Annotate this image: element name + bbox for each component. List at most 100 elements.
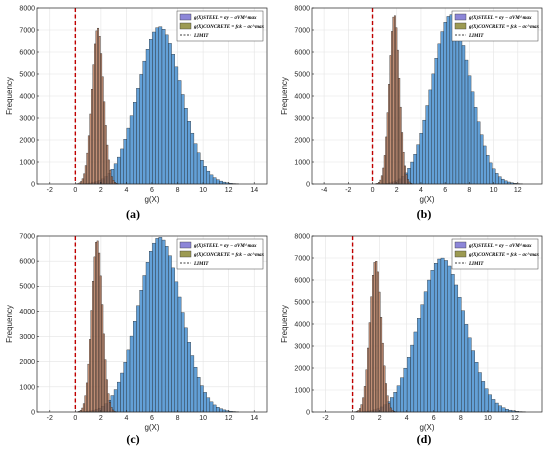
legend: g(X)STEEL = σy − σVM^max g(X)CONCRETE = f… [451, 238, 540, 270]
x-tick-label: 10 [490, 187, 498, 194]
steel-histogram-bar [477, 372, 482, 413]
steel-histogram-bar [498, 405, 502, 413]
steel-histogram-bar [216, 407, 220, 413]
steel-histogram-bar [437, 43, 441, 185]
x-axis-label: g(X) [419, 195, 434, 204]
concrete-histogram-bar [380, 317, 383, 413]
concrete-histogram-bar [92, 64, 95, 185]
concrete-histogram-bar [372, 275, 374, 413]
y-tick-label: 5000 [19, 71, 35, 78]
steel-histogram-bar [168, 255, 172, 413]
concrete-histogram-bar [395, 27, 398, 185]
y-tick-label: 6000 [294, 277, 310, 284]
steel-histogram-bar [495, 173, 499, 185]
concrete-histogram-bar [81, 407, 84, 413]
legend-concrete-swatch [454, 250, 467, 258]
x-tick-label: 0 [371, 187, 375, 194]
panel-caption-a: (a) [126, 207, 140, 221]
legend-steel-label: g(X)STEEL = σy − σVM^max [193, 244, 257, 249]
steel-histogram-bar [446, 16, 451, 185]
steel-histogram-bar [212, 404, 217, 413]
histogram-panel-c: -2 0 2 4 6 8 10 12 14 0 1000 2000 3000 4000 5000 6000 70… [0, 228, 275, 432]
x-tick-label: 2 [378, 415, 382, 422]
legend: g(X)STEEL = σy − σVM^max g(X)CONCRETE = f… [176, 238, 265, 270]
steel-histogram-bar [149, 251, 153, 413]
y-tick-label: 6000 [19, 49, 35, 56]
concrete-histogram-bar [93, 256, 96, 413]
x-tick-label: -2 [322, 415, 328, 422]
steel-histogram-bar [433, 263, 438, 413]
steel-histogram-bar [149, 39, 153, 185]
x-tick-label: -4 [321, 187, 327, 194]
steel-histogram-bar [142, 60, 147, 185]
steel-histogram-bar [152, 242, 156, 413]
steel-histogram-bar [494, 402, 499, 413]
steel-histogram-bar [457, 297, 462, 413]
concrete-histogram-bar [87, 135, 90, 185]
steel-histogram-bar [428, 89, 432, 185]
steel-histogram-bar [177, 296, 182, 413]
steel-histogram-bar [174, 281, 179, 413]
concrete-histogram-bar [89, 113, 92, 185]
steel-histogram-bar [136, 88, 140, 185]
concrete-histogram-bar [386, 395, 389, 413]
concrete-histogram-bar [389, 55, 392, 185]
y-tick-label: 0 [31, 181, 35, 188]
y-tick-label: 5000 [294, 299, 310, 306]
concrete-histogram-bar [87, 363, 90, 413]
concrete-histogram-bar [385, 136, 388, 185]
steel-histogram-bar [117, 156, 121, 185]
concrete-histogram-bar [359, 408, 361, 413]
x-tick-label: -2 [345, 187, 351, 194]
y-tick-label: 4000 [294, 321, 310, 328]
concrete-histogram-bar [98, 252, 101, 413]
concrete-histogram-bar [391, 31, 393, 185]
x-tick-label: 2 [99, 187, 103, 194]
steel-histogram-bar [180, 312, 185, 413]
concrete-histogram-bar [105, 379, 108, 413]
concrete-histogram-bar [376, 271, 379, 413]
concrete-histogram-bar [360, 404, 363, 413]
concrete-histogram-bar [107, 159, 110, 185]
y-tick-label: 3000 [19, 115, 35, 122]
steel-histogram-bar [464, 324, 469, 413]
concrete-histogram-bar [367, 347, 370, 413]
concrete-histogram-bar [365, 369, 368, 413]
steel-histogram-bar [136, 305, 140, 413]
steel-histogram-bar [129, 115, 134, 185]
concrete-histogram-bar [109, 169, 112, 185]
concrete-histogram-bar [94, 43, 96, 185]
steel-histogram-bar [467, 337, 472, 413]
panel-caption-c: (c) [126, 432, 140, 446]
legend-steel-swatch [179, 13, 192, 21]
steel-histogram-bar [443, 22, 448, 185]
concrete-histogram-bar [382, 167, 385, 185]
steel-histogram-bar [403, 367, 408, 413]
y-tick-label: 7000 [294, 255, 310, 262]
steel-histogram-bar [196, 377, 201, 413]
concrete-histogram-bar [401, 132, 404, 185]
concrete-histogram-bar [362, 397, 365, 413]
concrete-histogram-bar [99, 275, 102, 413]
steel-histogram-bar [422, 119, 426, 185]
steel-histogram-bar [219, 408, 223, 413]
legend-concrete-label: g(X)CONCRETE = fck − σc^max [193, 25, 265, 30]
steel-histogram-bar [461, 45, 466, 185]
x-axis-label: g(X) [144, 423, 159, 432]
steel-histogram-bar [488, 394, 492, 413]
steel-histogram-bar [126, 349, 131, 413]
steel-histogram-bar [431, 73, 435, 185]
concrete-histogram-bar [86, 152, 89, 185]
concrete-histogram-bar [368, 322, 371, 413]
steel-histogram-bar [489, 162, 493, 185]
concrete-histogram-bar [85, 382, 88, 413]
steel-histogram-bar [171, 267, 175, 413]
steel-histogram-bar [425, 105, 429, 185]
steel-histogram-bar [423, 291, 428, 413]
x-tick-label: 10 [199, 415, 207, 422]
concrete-histogram-bar [375, 261, 378, 413]
legend-limit-label: LIMIT [193, 34, 209, 39]
x-tick-label: 0 [73, 187, 77, 194]
steel-histogram-bar [203, 166, 207, 185]
concrete-histogram-bar [110, 176, 113, 185]
